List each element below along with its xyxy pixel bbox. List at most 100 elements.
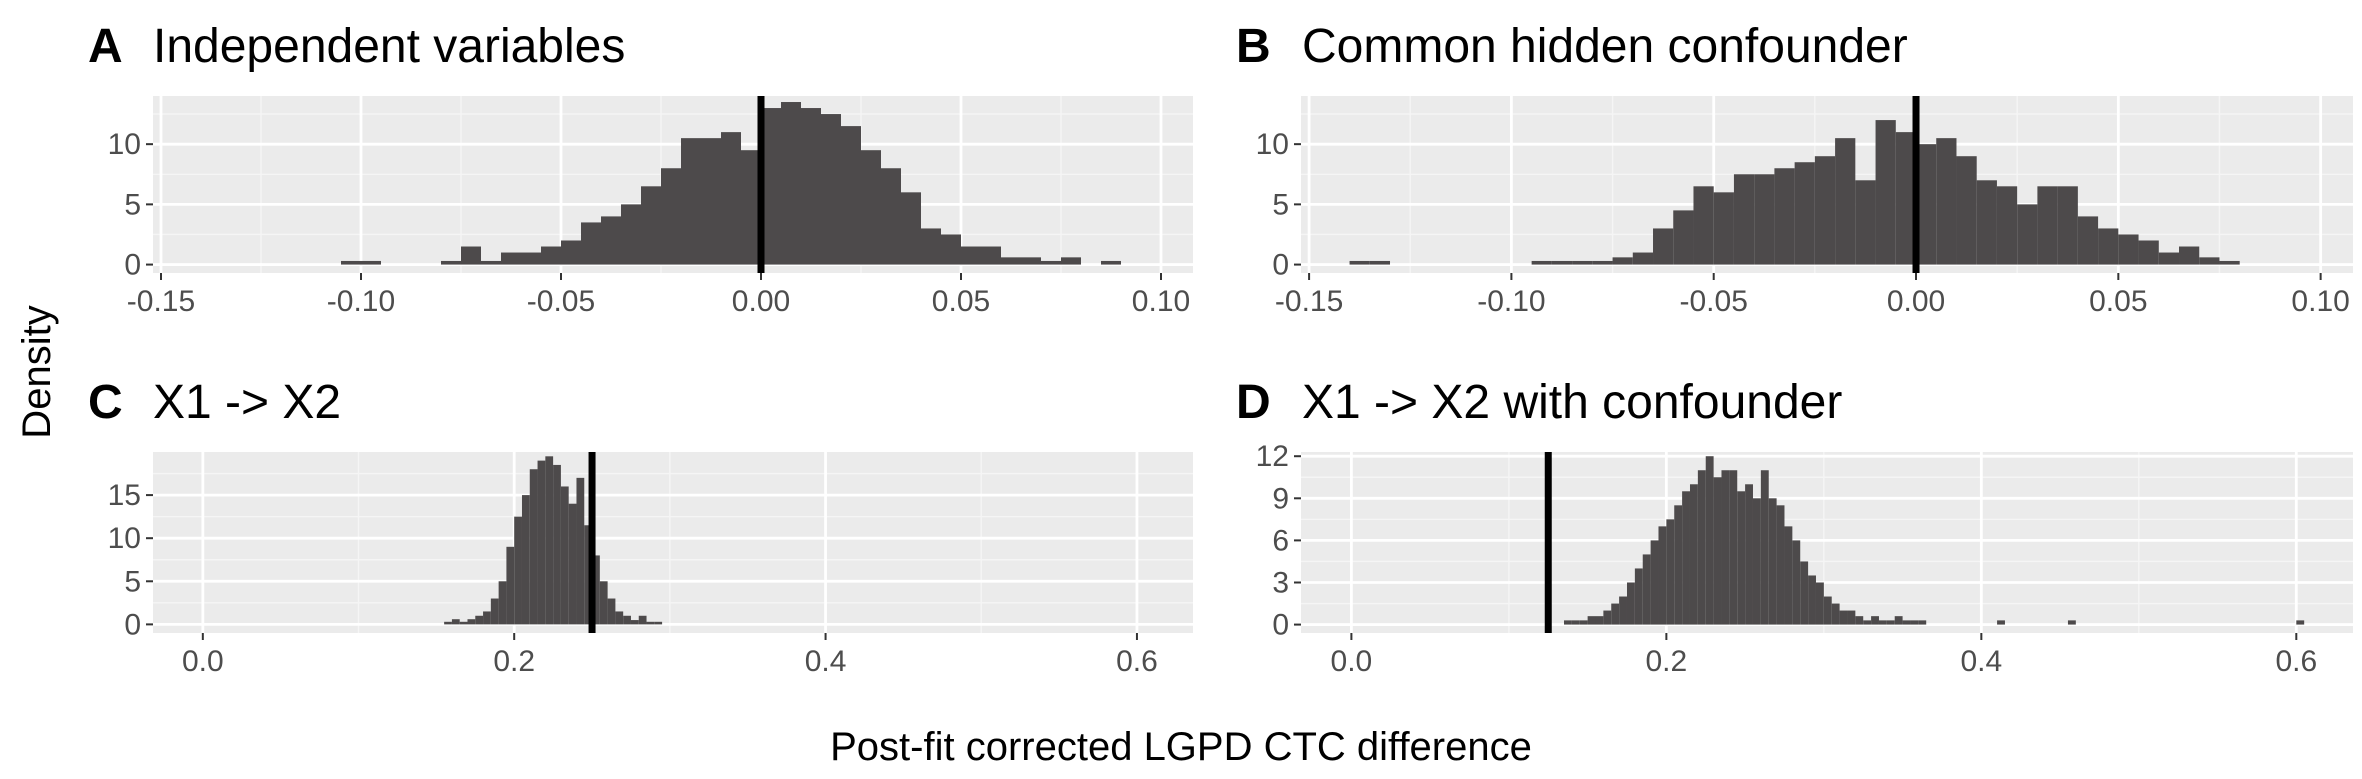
panel-a-y-tick-label: 5 (124, 188, 141, 221)
panel-c-histogram-bar (498, 581, 507, 625)
panel-c-histogram-bar (646, 621, 655, 625)
panel-a-histogram-bar (1061, 257, 1081, 265)
panel-d-histogram-bar (1729, 470, 1738, 625)
panel-d-x-tick-label: 0.4 (1960, 645, 2002, 678)
panel-c-histogram-bar (451, 619, 460, 625)
panel-a-histogram-bar (661, 168, 681, 265)
panel-b-histogram-bar (2118, 234, 2139, 265)
panel-b-histogram-bar (1369, 260, 1391, 265)
panel-a-histogram-bar (541, 246, 561, 265)
panel-a-histogram-bar (761, 108, 781, 265)
panel-b-histogram-bar (1754, 174, 1775, 265)
panel-d-histogram-bar (1792, 540, 1801, 625)
panel-d-histogram-bar (1682, 491, 1690, 625)
panel-d-histogram-bar (1918, 620, 1927, 625)
panel-d-histogram-bar (1902, 620, 1911, 625)
panel-a-histogram-bar (781, 102, 801, 265)
panel-c-histogram-bar (490, 598, 499, 625)
panel-b-histogram-bar (1653, 228, 1674, 265)
panel-d-histogram-bar (1871, 616, 1879, 625)
panel-a-histogram-bar (361, 260, 381, 265)
panel-a-histogram-bar (841, 126, 861, 265)
panel-b-histogram-bar (1713, 192, 1734, 265)
panel-d-histogram-bar (1650, 540, 1659, 625)
panel-c-plot-background (153, 452, 1193, 633)
panel-b-histogram-bar (1349, 260, 1370, 265)
panel-c-histogram-bar (467, 619, 476, 625)
panel-c-histogram-bar (630, 620, 639, 625)
panel-a-histogram-bar (621, 204, 641, 265)
panel-b-histogram-bar (2057, 186, 2078, 265)
panel-d-histogram-bar (1579, 620, 1588, 625)
panel-d-y-tick-label: 3 (1272, 566, 1289, 599)
panel-b-histogram-bar (2199, 257, 2220, 265)
panel-c-x-tick-label: 0.0 (182, 645, 224, 678)
panel-b-y-tick-label: 0 (1272, 249, 1289, 282)
panel-b-histogram-bar (1531, 260, 1552, 265)
panel-d-histogram-bar (1815, 582, 1824, 625)
panel-a-histogram-bar (1021, 257, 1041, 265)
panel-d-histogram-bar (1855, 616, 1864, 625)
panel-c-x-tick-label: 0.4 (805, 645, 847, 678)
panel-a-histogram-bar (501, 252, 521, 265)
panel-d-histogram-bar (1737, 491, 1746, 625)
panel-b-histogram-bar (1733, 174, 1755, 265)
panel-d-x-tick-label: 0.0 (1331, 645, 1373, 678)
panel-d-histogram-bar (1808, 575, 1816, 625)
panel-d-histogram-bar (1839, 610, 1848, 625)
panel-b-histogram-bar (1875, 120, 1896, 265)
panel-d-histogram-bar (1666, 519, 1675, 625)
panel-b-histogram-bar (1976, 180, 1997, 265)
panel-c-y-tick-label: 10 (108, 522, 141, 555)
panel-a-histogram-bar (461, 246, 481, 265)
panel-c-histogram-bar (592, 555, 600, 625)
panel-a-y-tick-label: 0 (124, 249, 141, 282)
panel-a-histogram-bar (981, 246, 1001, 265)
panel-b-histogram-bar (1996, 186, 2018, 265)
panel-b-histogram-bar (1774, 168, 1795, 265)
panel-d-x-tick-label: 0.6 (2275, 645, 2317, 678)
panel-d-title: X1 -> X2 with confounder (1302, 376, 1842, 429)
panel-d-histogram-bar (2067, 620, 2076, 625)
panel-c-histogram-bar (560, 486, 569, 625)
panel-a-histogram-bar (341, 260, 361, 265)
panel-d-histogram-bar (1626, 582, 1635, 625)
panel-b-histogram-bar (1835, 138, 1856, 265)
panel-b-histogram-bar (1814, 156, 1836, 265)
panel-c: C X1 -> X2 0 5 10 15 0.0 0.2 0.4 0.6 (88, 376, 1193, 678)
panel-b-histogram-bar (1895, 132, 1917, 265)
panel-c-histogram-bar (638, 615, 647, 625)
panel-d-histogram-bar (1658, 526, 1667, 625)
panel-b-histogram-bar (2158, 252, 2180, 265)
panel-b-histogram-bar (1855, 180, 1876, 265)
panel-a-histogram-bar (481, 260, 501, 265)
panel-a-histogram-bar (961, 246, 981, 265)
panel-c-histogram-bar (545, 456, 554, 625)
panel-a-letter: A (88, 20, 123, 73)
panel-c-histogram-bar (475, 615, 484, 625)
panel-c-y-tick-label: 15 (108, 479, 141, 512)
panel-b-histogram-bar (2017, 204, 2038, 265)
panel-d-histogram-bar (1776, 505, 1785, 625)
panel-d-histogram-bar (1674, 505, 1683, 625)
panel-a-histogram-bar (941, 234, 961, 265)
panel-d-histogram-bar (1910, 620, 1919, 625)
panel-b-title: Common hidden confounder (1302, 20, 1908, 73)
panel-d-y-tick-label: 0 (1272, 609, 1289, 642)
panel-c-x-tick-label: 0.2 (493, 645, 535, 678)
panel-b-histogram-bar (2037, 186, 2058, 265)
panel-d-histogram-bar (1894, 616, 1903, 625)
panel-c-histogram-bar (514, 516, 522, 625)
panel-c-histogram-bar (537, 460, 546, 625)
panel-a: A Independent variables 0 5 10 -0.15 -0.10 -0… (88, 20, 1193, 318)
panel-b-histogram-bar (1551, 260, 1573, 265)
panel-a-x-tick-label: 0.00 (732, 285, 790, 318)
panel-a-histogram-bar (441, 260, 461, 265)
panel-b-histogram-bar (2098, 228, 2119, 265)
panel-c-histogram-bar (568, 503, 577, 625)
panel-d-histogram-bar (1760, 470, 1769, 625)
panel-d-histogram-bar (1878, 620, 1887, 625)
panel-b-y-tick-label: 10 (1256, 128, 1289, 161)
panel-b-x-tick-label: 0.00 (1887, 285, 1945, 318)
panel-c-histogram-bar (607, 598, 616, 625)
